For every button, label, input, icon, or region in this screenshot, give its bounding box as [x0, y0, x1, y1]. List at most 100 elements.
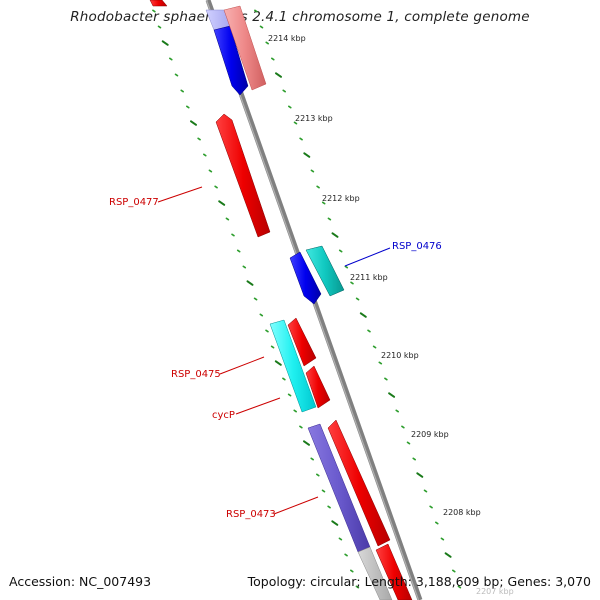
left-track-minor-tick — [236, 249, 241, 253]
right-track-major-tick — [331, 232, 339, 238]
gene-bottom-gray[interactable] — [357, 546, 393, 600]
right-track-minor-tick — [270, 57, 275, 61]
left-track-minor-tick — [186, 105, 190, 109]
left-track-minor-tick — [287, 393, 292, 397]
right-track-minor-tick — [423, 489, 428, 493]
gene-rsp0476-blue[interactable] — [289, 251, 322, 305]
right-track-minor-tick — [457, 585, 462, 589]
right-track-minor-tick — [310, 169, 315, 173]
gene-rsp0476-teal[interactable] — [305, 245, 345, 297]
scale-label-2208: 2208 kbp — [443, 508, 481, 517]
gene-label-rsp0476[interactable]: RSP_0476 — [392, 241, 442, 252]
scale-label-2214: 2214 kbp — [268, 34, 306, 43]
scale-label-2207: 2207 kbp — [476, 587, 514, 596]
right-track-minor-tick — [367, 329, 371, 333]
right-track-minor-tick — [282, 89, 287, 93]
left-track-minor-tick — [265, 329, 269, 333]
scale-label-2211: 2211 kbp — [350, 273, 388, 282]
accession-text: Accession: NC_007493 — [9, 574, 152, 589]
left-track-minor-tick — [214, 185, 218, 189]
left-track-minor-tick — [253, 297, 258, 301]
left-track-minor-tick — [203, 153, 207, 157]
right-track-minor-tick — [265, 41, 270, 45]
left-track-minor-tick — [355, 585, 360, 589]
left-track-minor-tick — [157, 25, 162, 29]
right-track-minor-tick — [327, 217, 332, 221]
gene-top-blue[interactable] — [213, 25, 249, 96]
gene-top-left-red[interactable] — [149, 0, 168, 7]
tick-tracks — [152, 9, 462, 589]
left-track-minor-tick — [338, 537, 343, 541]
left-track-minor-tick — [231, 233, 235, 237]
left-track-minor-tick — [293, 409, 298, 413]
left-track-minor-tick — [299, 425, 303, 429]
right-track-major-tick — [388, 392, 396, 398]
gene-top-pink[interactable] — [223, 5, 267, 91]
leader-rsp0473 — [273, 496, 319, 515]
right-track-minor-tick — [384, 377, 388, 381]
right-track-minor-tick — [395, 409, 400, 413]
right-track-minor-tick — [344, 265, 349, 269]
gene-rsp0475[interactable] — [269, 319, 317, 413]
topology-text: Topology: circular; Length: 3,188,609 bp… — [247, 574, 591, 589]
left-track-minor-tick — [169, 57, 173, 61]
gene-red-upper[interactable] — [287, 317, 317, 367]
gene-label-rsp0477[interactable]: RSP_0477 — [109, 197, 159, 208]
left-track-minor-tick — [259, 313, 264, 317]
right-track-minor-tick — [440, 537, 445, 541]
right-track-minor-tick — [412, 457, 417, 461]
right-track-major-tick — [303, 152, 311, 158]
left-track-major-tick — [331, 520, 339, 526]
right-track-minor-tick — [259, 25, 264, 29]
right-track-minor-tick — [406, 441, 411, 445]
right-track-minor-tick — [338, 249, 343, 253]
left-track-minor-tick — [321, 489, 326, 493]
left-track-major-tick — [161, 40, 169, 46]
leader-rsp0476 — [344, 247, 391, 267]
right-track-minor-tick — [293, 121, 298, 125]
right-track-minor-tick — [401, 425, 405, 429]
gene-rsp0477[interactable] — [215, 113, 271, 238]
left-track-minor-tick — [208, 169, 213, 173]
gene-red-long[interactable] — [327, 419, 391, 547]
right-track-minor-tick — [355, 297, 360, 301]
left-track-major-tick — [190, 120, 197, 126]
right-track-major-tick — [416, 472, 424, 478]
left-track-minor-tick — [242, 265, 247, 269]
left-track-minor-tick — [197, 137, 201, 141]
right-track-minor-tick — [451, 569, 456, 573]
leader-cycp — [235, 397, 281, 415]
right-track-major-tick — [359, 312, 367, 318]
gene-label-cycp[interactable]: cycP — [212, 410, 235, 421]
scale-label-2209: 2209 kbp — [411, 430, 449, 439]
right-track-minor-tick — [378, 361, 383, 365]
gene-cycp[interactable] — [305, 365, 331, 409]
right-track-minor-tick — [372, 345, 377, 349]
gene-label-rsp0475[interactable]: RSP_0475 — [171, 369, 221, 380]
right-track-minor-tick — [429, 505, 433, 509]
left-track-minor-tick — [282, 377, 286, 381]
right-track-major-tick — [275, 72, 282, 78]
left-track-major-tick — [303, 440, 310, 446]
right-track-minor-tick — [434, 521, 439, 525]
gene-label-rsp0473[interactable]: RSP_0473 — [226, 509, 276, 520]
leader-rsp0475 — [219, 356, 265, 375]
left-track-minor-tick — [310, 457, 315, 461]
left-track-minor-tick — [174, 73, 179, 77]
left-track-minor-tick — [270, 345, 275, 349]
left-track-minor-tick — [152, 9, 156, 13]
left-track-minor-tick — [344, 553, 348, 557]
right-track-minor-tick — [316, 185, 320, 189]
gene-red-bottom[interactable] — [375, 543, 413, 600]
right-track-minor-tick — [254, 9, 258, 13]
right-track-minor-tick — [350, 281, 354, 285]
left-track-minor-tick — [327, 505, 331, 509]
right-track-minor-tick — [299, 137, 303, 141]
right-track-major-tick — [444, 552, 452, 558]
scale-label-2210: 2210 kbp — [381, 351, 419, 360]
left-track-major-tick — [218, 200, 226, 206]
left-track-minor-tick — [225, 217, 230, 221]
right-track-minor-tick — [287, 105, 292, 109]
map-title: Rhodobacter sphaeroides 2.4.1 chromosome… — [70, 9, 530, 25]
